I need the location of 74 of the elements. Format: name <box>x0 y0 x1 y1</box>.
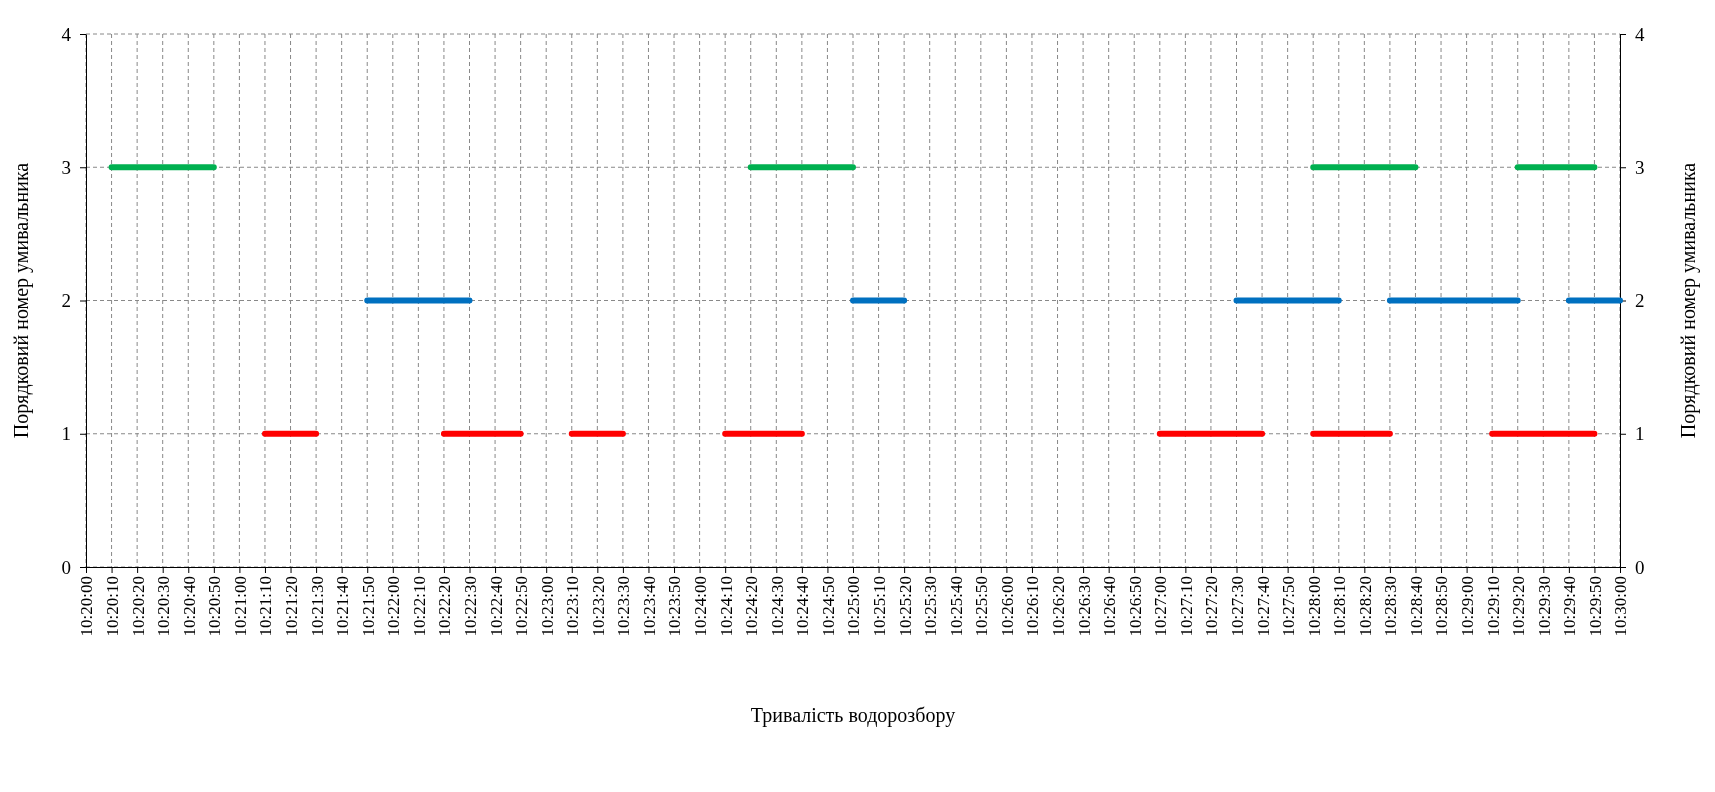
x-tick-label: 10:29:50 <box>1585 576 1605 637</box>
x-tick-label: 10:24:50 <box>818 576 838 637</box>
x-tick-label: 10:23:50 <box>665 576 685 637</box>
y2-tick-label: 3 <box>1635 156 1645 178</box>
y-axis-title: Порядковий номер умивальника <box>10 162 33 439</box>
x-tick-label: 10:25:40 <box>946 576 966 637</box>
x-axis-title: Тривалість водорозбору <box>750 704 956 727</box>
x-tick-label: 10:25:50 <box>972 576 992 637</box>
x-tick-label: 10:22:20 <box>435 576 455 637</box>
x-tick-label: 10:24:40 <box>793 576 813 637</box>
x-tick-label: 10:23:40 <box>639 576 659 637</box>
x-tick-label: 10:28:50 <box>1432 576 1452 637</box>
x-tick-label: 10:29:20 <box>1509 576 1529 637</box>
x-tick-label: 10:28:00 <box>1304 576 1324 637</box>
x-tick-label: 10:22:50 <box>512 576 532 637</box>
x-tick-label: 10:26:20 <box>1048 576 1068 637</box>
x-tick-label: 10:28:30 <box>1381 576 1401 637</box>
x-tick-label: 10:27:00 <box>1151 576 1171 637</box>
x-tick-label: 10:22:10 <box>409 576 429 637</box>
x-tick-label: 10:28:10 <box>1330 576 1350 637</box>
x-tick-label: 10:27:30 <box>1227 576 1247 637</box>
x-tick-label: 10:24:30 <box>767 576 787 637</box>
y-tick-label: 3 <box>61 156 71 178</box>
y-tick-label: 2 <box>61 290 71 312</box>
x-tick-label: 10:24:00 <box>691 576 711 637</box>
x-tick-label: 10:26:40 <box>1100 576 1120 637</box>
y-tick-label: 1 <box>61 423 71 445</box>
y-tick-label: 4 <box>61 23 72 45</box>
x-tick-label: 10:23:30 <box>614 576 634 637</box>
x-tick-label: 10:24:10 <box>716 576 736 637</box>
x-tick-label: 10:24:20 <box>742 576 762 637</box>
x-tick-label: 10:26:10 <box>1023 576 1043 637</box>
x-tick-label: 10:20:30 <box>154 576 174 637</box>
x-tick-label: 10:25:10 <box>870 576 890 637</box>
x-tick-label: 10:25:20 <box>895 576 915 637</box>
x-tick-label: 10:26:00 <box>997 576 1017 637</box>
x-tick-label: 10:29:00 <box>1458 576 1478 637</box>
x-tick-label: 10:21:10 <box>256 576 276 637</box>
x-tick-label: 10:21:40 <box>333 576 353 637</box>
x-tick-label: 10:29:40 <box>1560 576 1580 637</box>
x-tick-label: 10:29:10 <box>1483 576 1503 637</box>
x-tick-label: 10:26:50 <box>1125 576 1145 637</box>
y2-tick-label: 1 <box>1635 423 1645 445</box>
x-tick-label: 10:23:00 <box>537 576 557 637</box>
x-tick-label: 10:23:10 <box>563 576 583 637</box>
x-tick-label: 10:21:30 <box>307 576 327 637</box>
x-tick-label: 10:20:00 <box>77 576 97 637</box>
x-tick-label: 10:20:10 <box>103 576 123 637</box>
y2-tick-label: 2 <box>1635 290 1645 312</box>
x-tick-label: 10:20:40 <box>179 576 199 637</box>
x-tick-label: 10:27:50 <box>1279 576 1299 637</box>
x-tick-label: 10:22:40 <box>486 576 506 637</box>
x-tick-label: 10:22:30 <box>460 576 480 637</box>
y2-axis-title: Порядковий номер умивальника <box>1677 162 1700 439</box>
x-tick-label: 10:28:40 <box>1406 576 1426 637</box>
x-tick-label: 10:25:30 <box>921 576 941 637</box>
x-tick-label: 10:20:20 <box>128 576 148 637</box>
x-tick-label: 10:21:50 <box>358 576 378 637</box>
x-tick-label: 10:21:00 <box>230 576 250 637</box>
y2-tick-label: 0 <box>1635 556 1645 578</box>
x-tick-label: 10:22:00 <box>384 576 404 637</box>
x-tick-label: 10:25:00 <box>844 576 864 637</box>
x-tick-label: 10:21:20 <box>281 576 301 637</box>
x-tick-label: 10:27:10 <box>1176 576 1196 637</box>
x-tick-label: 10:26:30 <box>1074 576 1094 637</box>
x-tick-label: 10:28:20 <box>1355 576 1375 637</box>
x-tick-label: 10:23:20 <box>588 576 608 637</box>
x-tick-label: 10:27:20 <box>1202 576 1222 637</box>
x-tick-label: 10:30:00 <box>1611 576 1631 637</box>
x-tick-label: 10:29:30 <box>1534 576 1554 637</box>
x-tick-label: 10:20:50 <box>205 576 225 637</box>
x-tick-label: 10:27:40 <box>1253 576 1273 637</box>
y2-tick-label: 4 <box>1635 23 1645 45</box>
y-tick-label: 0 <box>61 556 71 578</box>
